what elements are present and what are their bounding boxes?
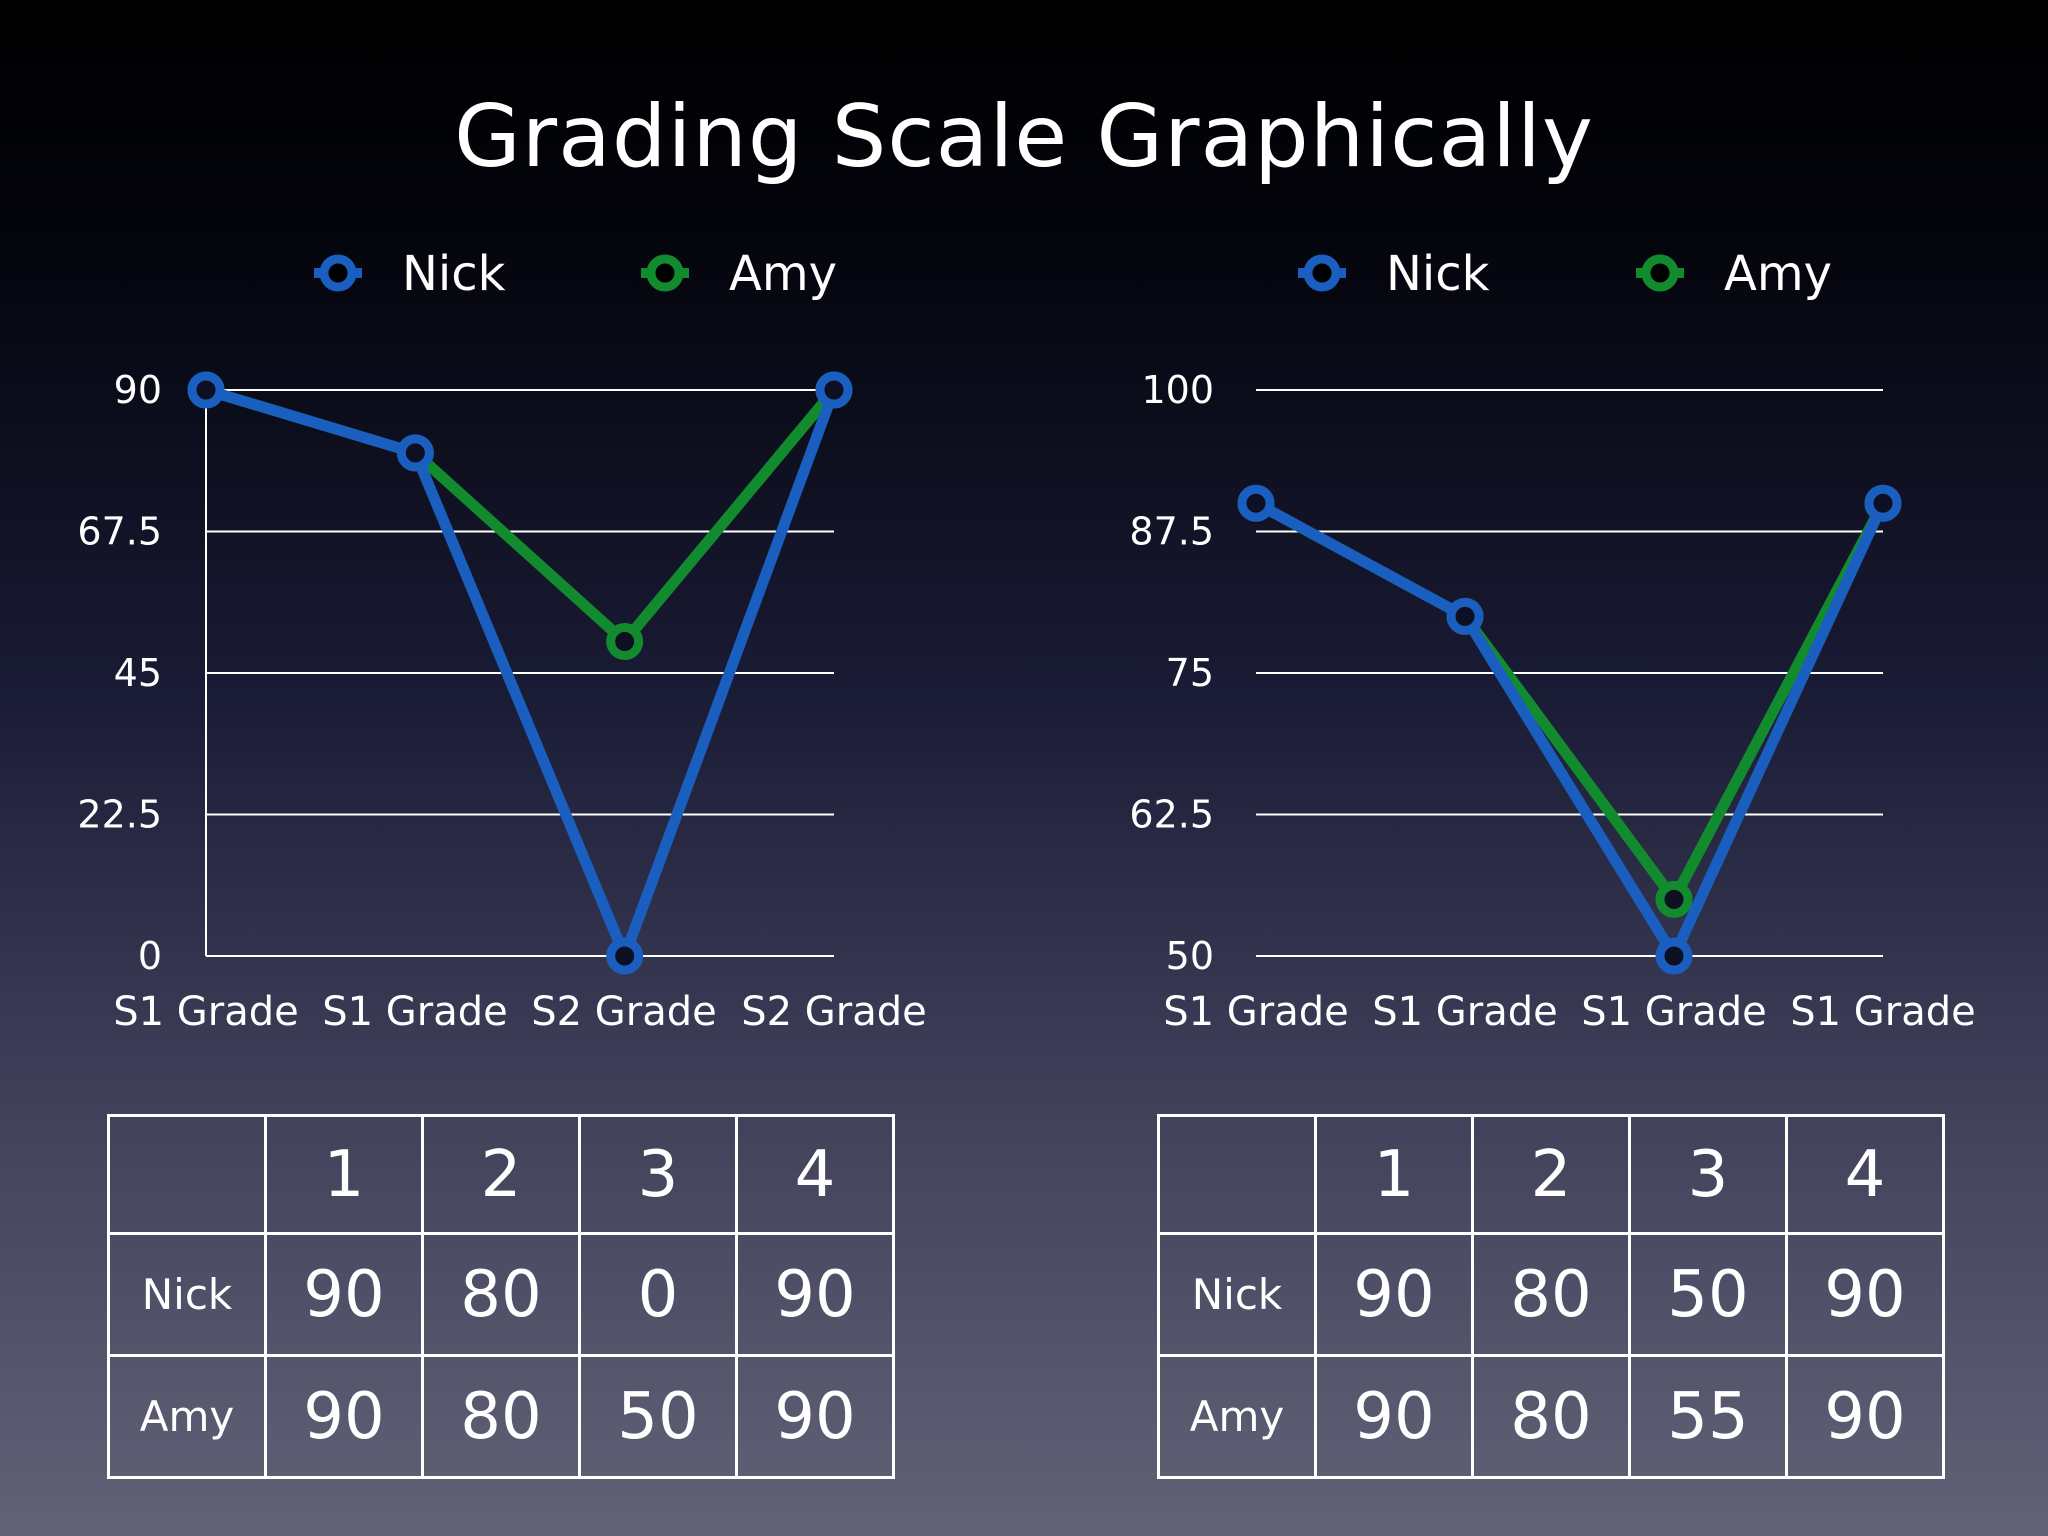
table-header-cell: 4 bbox=[735, 1114, 895, 1235]
series-line-nick bbox=[200, 384, 840, 962]
line-chart-left: 0 22.5 45 67.5 90 S1 Grade S1 Grade S2 Grade S2 … bbox=[77, 246, 927, 1035]
data-point-nick bbox=[396, 434, 434, 472]
table-cell: 90 bbox=[735, 1232, 895, 1357]
x-tick-label: S1 Grade bbox=[1372, 989, 1558, 1035]
y-tick-label: 62.5 bbox=[1129, 793, 1214, 837]
data-point-nick bbox=[187, 371, 225, 409]
y-tick-label: 75 bbox=[1166, 651, 1214, 695]
data-point-nick bbox=[1864, 484, 1902, 522]
table-cell: 80 bbox=[421, 1354, 581, 1479]
x-tick-label: S1 Grade bbox=[322, 989, 508, 1035]
x-tick-label: S1 Grade bbox=[1581, 989, 1767, 1035]
grades-table-right: 1 2 3 4 Nick 90 80 50 90 Amy 90 80 55 90 bbox=[1157, 1114, 1945, 1479]
data-point-nick bbox=[1655, 937, 1693, 975]
y-tick-label: 22.5 bbox=[77, 793, 162, 837]
table-header-cell: 3 bbox=[1628, 1114, 1788, 1235]
y-tick-label: 90 bbox=[114, 368, 162, 412]
y-tick-label: 45 bbox=[114, 651, 162, 695]
series-line-nick bbox=[1250, 497, 1889, 962]
x-tick-label: S1 Grade bbox=[1163, 989, 1349, 1035]
table-row-label: Nick bbox=[1157, 1232, 1317, 1357]
table-header-cell: 1 bbox=[264, 1114, 424, 1235]
table-header-row: 1 2 3 4 bbox=[107, 1114, 895, 1235]
y-tick-label: 67.5 bbox=[77, 510, 162, 554]
data-point-nick bbox=[1446, 597, 1484, 635]
legend-marker-icon bbox=[1641, 254, 1679, 292]
table-corner-cell bbox=[107, 1114, 267, 1235]
table-cell: 50 bbox=[1628, 1232, 1788, 1357]
data-point-nick bbox=[606, 937, 644, 975]
data-point-nick bbox=[815, 371, 853, 409]
legend-label-amy: Amy bbox=[729, 246, 837, 302]
table-cell: 90 bbox=[264, 1232, 424, 1357]
table-header-cell: 2 bbox=[1471, 1114, 1631, 1235]
table-header-row: 1 2 3 4 bbox=[1157, 1114, 1945, 1235]
x-tick-label: S1 Grade bbox=[113, 989, 299, 1035]
grades-table-left: 1 2 3 4 Nick 90 80 0 90 Amy 90 80 50 90 bbox=[107, 1114, 895, 1479]
line-chart-right: 50 62.5 75 87.5 100 S1 Grade S1 Grade S1 Grade S… bbox=[1129, 246, 1976, 1035]
legend-label-nick: Nick bbox=[402, 246, 506, 302]
table-cell: 90 bbox=[1314, 1232, 1474, 1357]
table-cell: 90 bbox=[1785, 1232, 1945, 1357]
y-tick-label: 100 bbox=[1141, 368, 1214, 412]
table-cell: 55 bbox=[1628, 1354, 1788, 1479]
data-point-amy bbox=[1655, 880, 1693, 918]
table-row: Nick 90 80 0 90 bbox=[107, 1232, 895, 1357]
legend-marker-icon bbox=[646, 254, 684, 292]
legend-label-nick: Nick bbox=[1386, 246, 1490, 302]
table-header-cell: 2 bbox=[421, 1114, 581, 1235]
table-row-label: Amy bbox=[1157, 1354, 1317, 1479]
table-header-cell: 1 bbox=[1314, 1114, 1474, 1235]
legend-marker-icon bbox=[319, 254, 357, 292]
legend-label-amy: Amy bbox=[1724, 246, 1832, 302]
table-cell: 90 bbox=[735, 1354, 895, 1479]
table-cell: 50 bbox=[578, 1354, 738, 1479]
table-header-cell: 3 bbox=[578, 1114, 738, 1235]
table-row: Amy 90 80 55 90 bbox=[1157, 1354, 1945, 1479]
y-tick-label: 87.5 bbox=[1129, 510, 1214, 554]
data-point-nick bbox=[1237, 484, 1275, 522]
table-cell: 90 bbox=[264, 1354, 424, 1479]
table-cell: 90 bbox=[1785, 1354, 1945, 1479]
table-cell: 80 bbox=[421, 1232, 581, 1357]
y-tick-label: 50 bbox=[1166, 934, 1214, 978]
table-row-label: Nick bbox=[107, 1232, 267, 1357]
legend-marker-icon bbox=[1303, 254, 1341, 292]
table-row: Amy 90 80 50 90 bbox=[107, 1354, 895, 1479]
table-cell: 90 bbox=[1314, 1354, 1474, 1479]
table-cell: 80 bbox=[1471, 1232, 1631, 1357]
table-corner-cell bbox=[1157, 1114, 1317, 1235]
data-point-amy bbox=[606, 623, 644, 661]
table-header-cell: 4 bbox=[1785, 1114, 1945, 1235]
slide-title: Grading Scale Graphically bbox=[454, 87, 1594, 187]
table-row-label: Amy bbox=[107, 1354, 267, 1479]
y-tick-label: 0 bbox=[138, 934, 162, 978]
x-tick-label: S2 Grade bbox=[741, 989, 927, 1035]
table-row: Nick 90 80 50 90 bbox=[1157, 1232, 1945, 1357]
table-cell: 80 bbox=[1471, 1354, 1631, 1479]
x-tick-label: S1 Grade bbox=[1790, 989, 1976, 1035]
table-cell: 0 bbox=[578, 1232, 738, 1357]
x-tick-label: S2 Grade bbox=[531, 989, 717, 1035]
